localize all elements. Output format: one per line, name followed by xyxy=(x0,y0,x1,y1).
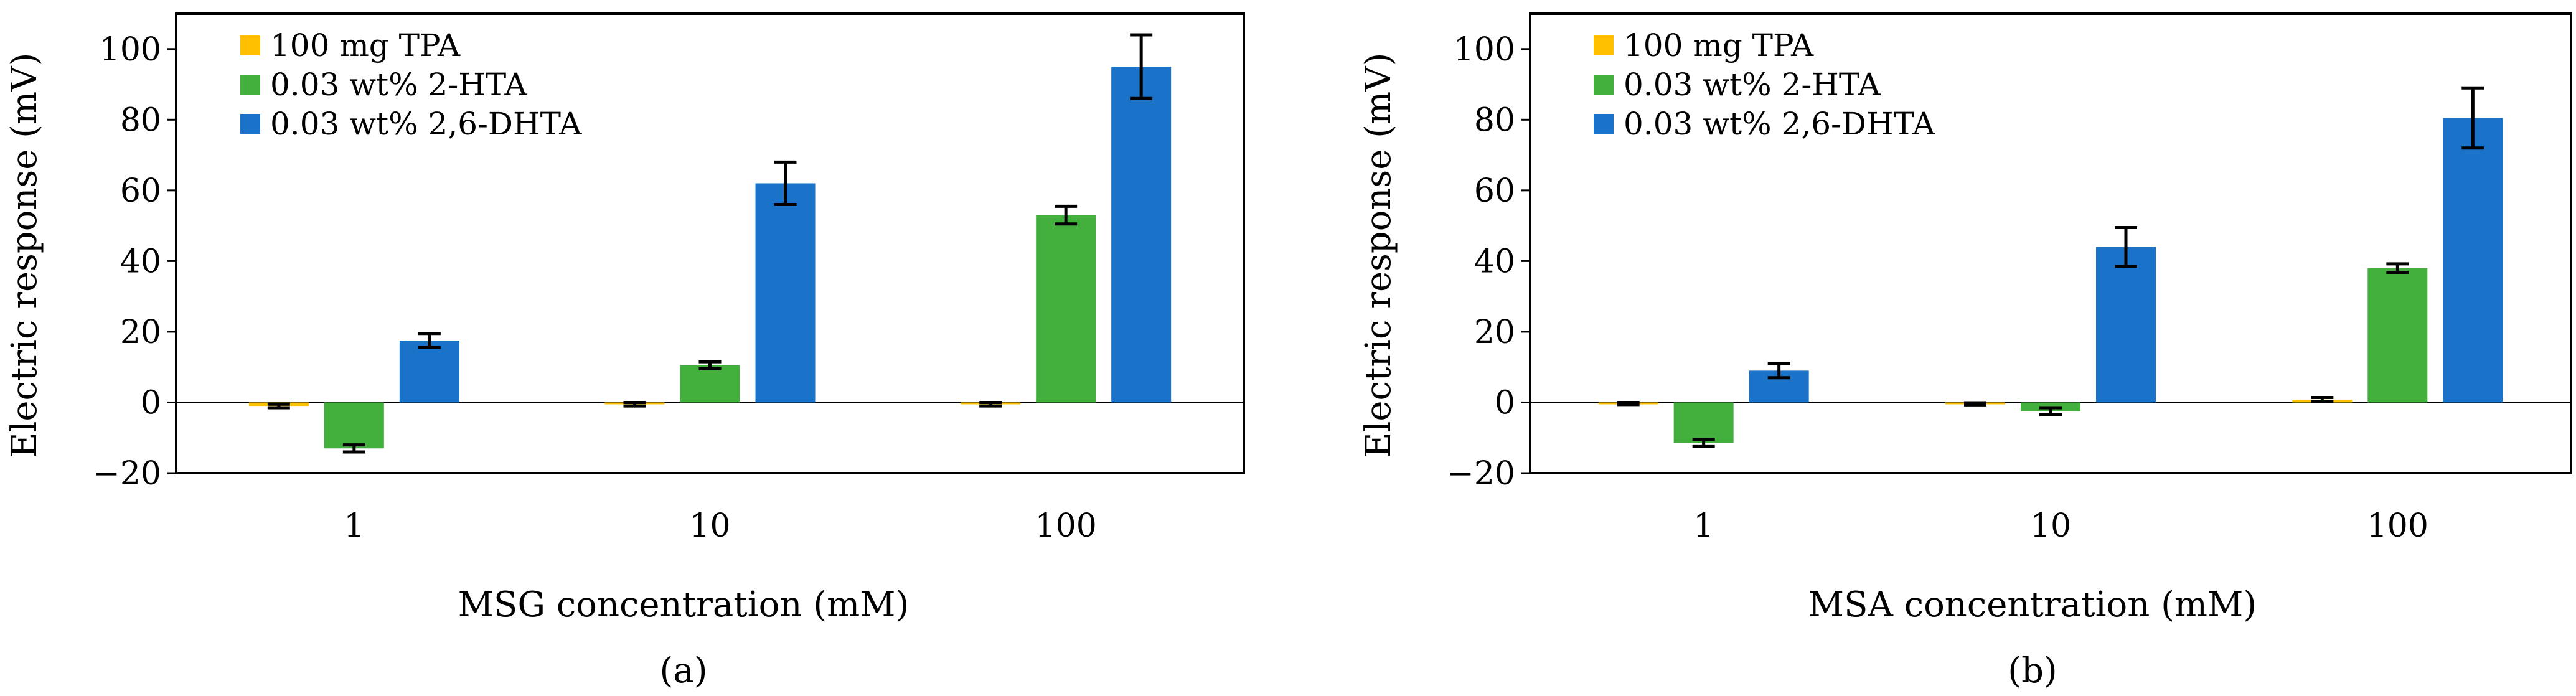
error-bar xyxy=(418,332,441,349)
bar xyxy=(2443,118,2503,403)
x-tick-label: 10 xyxy=(2030,507,2071,545)
bar xyxy=(1036,215,1096,403)
x-axis-ticks: 1 10 100 xyxy=(1693,507,2428,545)
legend-item: 0.03 wt% 2,6-DHTA xyxy=(1594,106,1935,142)
x-tick-label: 100 xyxy=(2367,507,2428,545)
legend-label: 100 mg TPA xyxy=(1624,27,1814,63)
legend-swatch xyxy=(240,35,260,55)
error-bar xyxy=(2115,225,2137,268)
error-bar xyxy=(623,400,646,408)
error-bar xyxy=(1692,438,1715,448)
legend: 100 mg TPA 0.03 wt% 2-HTA 0.03 wt% 2,6-D… xyxy=(1594,27,1935,142)
panel-label: (a) xyxy=(659,651,707,691)
x-axis-title: MSG concentration (mM) xyxy=(458,585,910,625)
legend-swatch xyxy=(240,75,260,95)
error-bar xyxy=(2311,396,2334,403)
legend-item: 0.03 wt% 2,6-DHTA xyxy=(240,106,582,142)
error-bar xyxy=(774,160,797,207)
error-bar xyxy=(1767,362,1790,380)
panel-label: (b) xyxy=(2008,651,2057,691)
plot-frame xyxy=(175,12,1245,474)
error-bar xyxy=(1055,204,1078,226)
bar xyxy=(2367,268,2428,403)
legend-swatch xyxy=(1594,35,1614,55)
error-bar xyxy=(979,400,1002,408)
error-bar xyxy=(2039,406,2062,416)
y-tick-label: 0 xyxy=(141,384,161,421)
bar xyxy=(2096,247,2156,403)
chart-panel-b: Electric response (mV) MSA concentration… xyxy=(1358,12,2572,691)
bars xyxy=(248,33,1172,454)
legend-label: 0.03 wt% 2,6-DHTA xyxy=(1624,106,1935,142)
error-bar xyxy=(698,360,722,371)
chart-panel-a: Electric response (mV) MSG concentration… xyxy=(4,12,1245,691)
y-tick-label: 0 xyxy=(1495,384,1515,421)
legend-swatch xyxy=(1594,75,1614,95)
legend-swatch xyxy=(1594,114,1614,134)
x-axis-title: MSA concentration (mM) xyxy=(1808,585,2257,625)
bar xyxy=(680,365,740,403)
x-tick-label: 10 xyxy=(689,507,730,545)
y-tick-label: 20 xyxy=(120,314,161,351)
y-tick-label: −20 xyxy=(93,455,161,492)
bar xyxy=(755,183,816,403)
y-axis-title: Electric response (mV) xyxy=(4,53,45,458)
bars xyxy=(1598,86,2503,448)
error-bar xyxy=(2461,86,2484,150)
bar xyxy=(1673,402,1734,443)
legend-label: 100 mg TPA xyxy=(270,27,461,63)
y-tick-label: 60 xyxy=(120,172,161,210)
bar xyxy=(1111,67,1172,403)
error-bar xyxy=(267,402,290,410)
y-tick-label: 20 xyxy=(1474,314,1515,351)
legend-swatch xyxy=(240,114,260,134)
x-tick-label: 1 xyxy=(344,507,364,545)
plot-frame xyxy=(1529,12,2572,474)
legend-label: 0.03 wt% 2,6-DHTA xyxy=(270,106,582,142)
x-tick-label: 100 xyxy=(1035,507,1097,545)
error-bar xyxy=(342,443,365,454)
y-tick-label: 80 xyxy=(120,101,161,139)
legend-item: 0.03 wt% 2-HTA xyxy=(1594,67,1881,103)
legend-label: 0.03 wt% 2-HTA xyxy=(1624,67,1881,103)
legend-item: 100 mg TPA xyxy=(240,27,461,63)
y-axis-title: Electric response (mV) xyxy=(1358,53,1399,458)
y-tick-label: 40 xyxy=(1474,243,1515,280)
y-tick-label: 100 xyxy=(1454,31,1515,68)
legend-item: 100 mg TPA xyxy=(1594,27,1814,63)
bar xyxy=(324,402,384,449)
y-tick-label: −20 xyxy=(1447,455,1515,492)
error-bar xyxy=(2386,262,2409,275)
bar xyxy=(399,341,459,403)
error-bar xyxy=(1130,33,1153,100)
legend: 100 mg TPA 0.03 wt% 2-HTA 0.03 wt% 2,6-D… xyxy=(240,27,582,142)
legend-label: 0.03 wt% 2-HTA xyxy=(270,67,527,103)
x-tick-label: 1 xyxy=(1693,507,1714,545)
error-bar xyxy=(1617,400,1640,407)
y-tick-label: 100 xyxy=(100,31,161,68)
y-tick-label: 40 xyxy=(120,243,161,280)
error-bar xyxy=(1964,401,1986,407)
y-axis-ticks: −20 0 20 40 60 80 100 xyxy=(1447,31,2571,492)
y-tick-label: 80 xyxy=(1474,101,1515,139)
x-axis-ticks: 1 10 100 xyxy=(344,507,1097,545)
y-tick-label: 60 xyxy=(1474,172,1515,210)
legend-item: 0.03 wt% 2-HTA xyxy=(240,67,527,103)
